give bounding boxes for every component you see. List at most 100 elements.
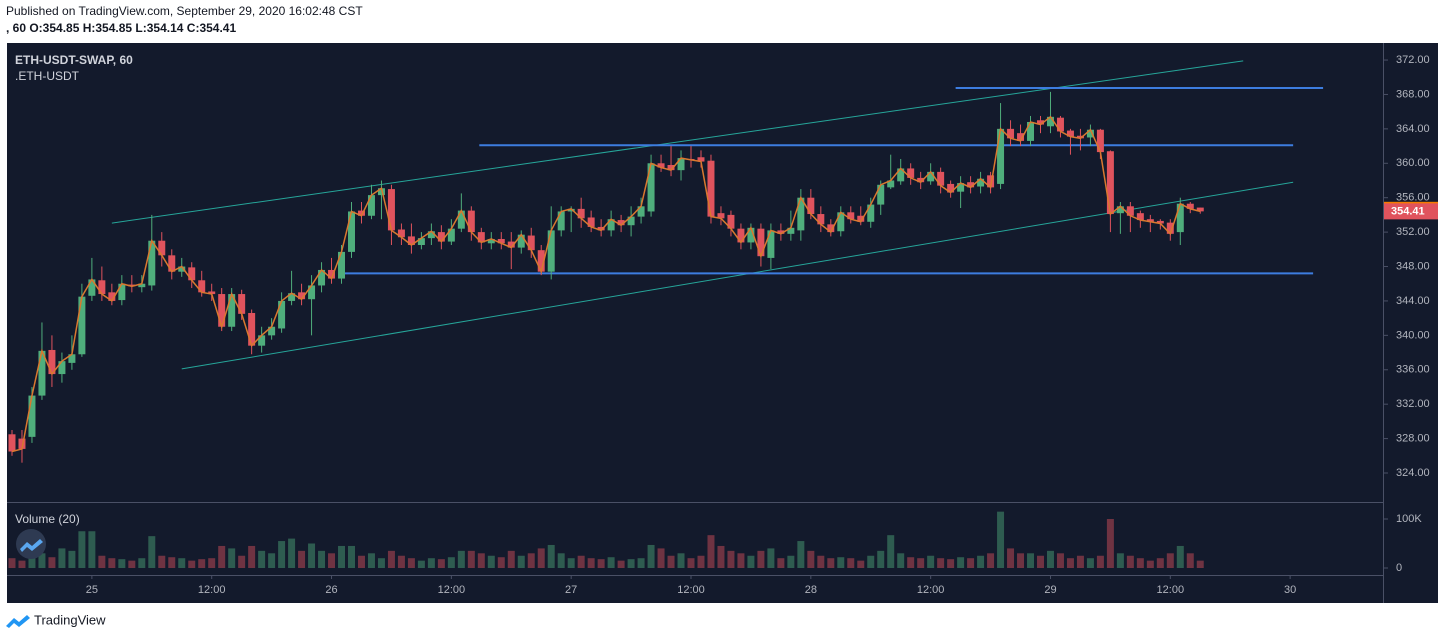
volume-bar xyxy=(228,548,236,568)
candle-body xyxy=(657,163,665,168)
candle-body xyxy=(487,238,495,244)
candle-body xyxy=(507,241,515,248)
volume-bar xyxy=(977,555,985,568)
volume-bar xyxy=(877,550,885,568)
volume-bar xyxy=(657,548,665,568)
candle-body xyxy=(218,294,226,327)
volume-bar xyxy=(407,558,415,568)
volume-bar xyxy=(627,559,635,568)
candle-body xyxy=(997,128,1005,184)
volume-bar xyxy=(467,550,475,568)
x-tick-label: 26 xyxy=(325,584,337,596)
x-tick-label: 29 xyxy=(1044,584,1056,596)
volume-bar xyxy=(18,560,26,568)
volume-bar xyxy=(897,553,905,568)
candle-body xyxy=(887,180,895,188)
candle-body xyxy=(1156,220,1164,224)
candle-body xyxy=(1186,203,1194,209)
volume-bar xyxy=(1076,555,1084,568)
candle-body xyxy=(717,213,725,219)
volume-bar xyxy=(28,555,36,568)
volume-bar xyxy=(338,545,346,568)
candle-body xyxy=(208,291,216,295)
y-tick-label: 336.00 xyxy=(1396,364,1430,376)
candle-body xyxy=(1066,130,1074,137)
candle-body xyxy=(308,285,316,300)
volume-bar xyxy=(517,555,525,568)
chart-subtitle: .ETH-USDT xyxy=(15,69,80,83)
candle-body xyxy=(38,350,46,396)
y-tick-label: 352.00 xyxy=(1396,226,1430,238)
y-tick-label: 372.00 xyxy=(1396,54,1430,66)
candle-body xyxy=(627,216,635,226)
candle-body xyxy=(118,283,126,301)
candle-body xyxy=(328,269,336,279)
candle-body xyxy=(857,215,865,222)
volume-bar xyxy=(1186,553,1194,568)
candle-body xyxy=(48,349,56,375)
candle-body xyxy=(1027,121,1035,141)
candle-body xyxy=(68,354,76,363)
volume-bar xyxy=(1046,550,1054,568)
volume-bar xyxy=(767,548,775,568)
candle-body xyxy=(1146,219,1154,222)
candle-body xyxy=(348,211,355,252)
volume-bar xyxy=(477,553,485,568)
candle-body xyxy=(338,251,346,279)
volume-bar xyxy=(787,555,795,568)
y-tick-label: 340.00 xyxy=(1396,329,1430,341)
footer-logo xyxy=(6,615,30,628)
volume-bar xyxy=(617,560,625,568)
candle-body xyxy=(188,267,196,281)
candle-body xyxy=(397,229,405,238)
candle-body xyxy=(8,434,16,452)
candle-body xyxy=(1116,206,1124,214)
volume-bar xyxy=(278,541,286,568)
candle-body xyxy=(58,361,66,375)
candle-body xyxy=(198,280,206,293)
candle-body xyxy=(138,283,146,288)
candle-body xyxy=(817,214,825,225)
candle-body xyxy=(1196,207,1204,212)
volume-bar xyxy=(647,544,655,568)
candle-body xyxy=(617,220,625,226)
x-tick-label: 25 xyxy=(86,584,98,596)
close-line xyxy=(11,115,1201,453)
candle-body xyxy=(557,211,565,231)
y-tick-label: 324.00 xyxy=(1396,467,1430,479)
candle-body xyxy=(78,296,86,355)
candle-body xyxy=(517,234,525,248)
candle-body xyxy=(387,189,395,231)
volume-bar xyxy=(158,555,166,568)
volume-bar xyxy=(1166,553,1174,568)
candle-body xyxy=(318,269,326,286)
tv-logo-mark xyxy=(20,539,43,552)
volume-bar xyxy=(68,550,76,568)
candle-body xyxy=(1037,120,1044,125)
candle-body xyxy=(357,210,365,216)
volume-bar xyxy=(1156,558,1164,568)
volume-bar xyxy=(1056,553,1064,568)
candle-body xyxy=(547,230,555,272)
candle-body xyxy=(747,227,755,243)
volume-bar xyxy=(138,558,146,568)
volume-bar xyxy=(128,560,136,568)
tv-logo-badge xyxy=(16,529,46,559)
candle-body xyxy=(427,231,435,239)
volume-bar xyxy=(88,531,96,568)
volume-bar xyxy=(38,553,46,568)
candle-body xyxy=(827,224,835,233)
y-tick-label: 332.00 xyxy=(1396,398,1430,410)
volume-bar xyxy=(288,538,296,568)
volume-bar xyxy=(437,559,445,568)
volume-bar xyxy=(717,545,725,568)
volume-bar xyxy=(48,557,56,568)
candle-body xyxy=(727,214,735,229)
volume-bar xyxy=(268,553,276,568)
volume-bar xyxy=(447,557,455,568)
volume-bar xyxy=(1027,553,1035,568)
volume-bar xyxy=(387,550,395,568)
volume-bar xyxy=(697,555,705,568)
candle-body xyxy=(1007,128,1015,139)
